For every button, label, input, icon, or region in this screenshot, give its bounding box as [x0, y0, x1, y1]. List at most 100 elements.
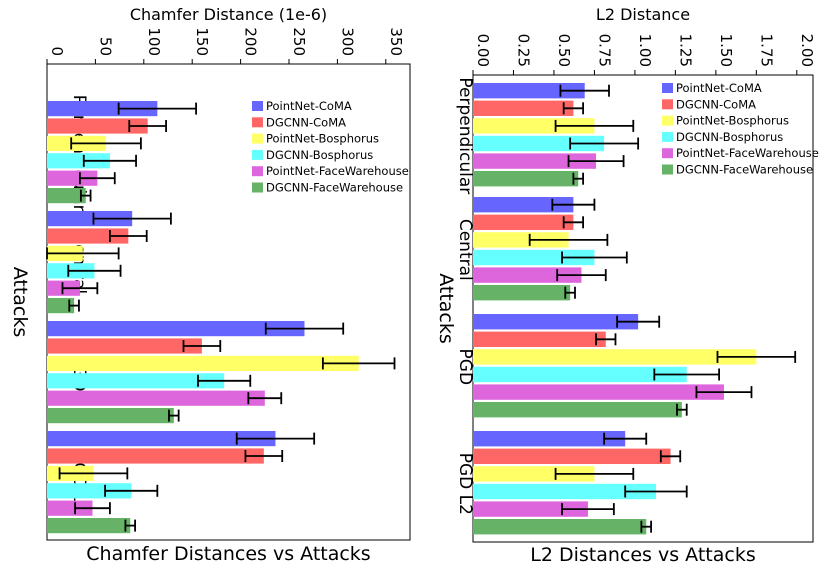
x-tick-label: 100	[145, 27, 163, 56]
bar-dgcnn-facewarehouse-pgd	[473, 402, 682, 418]
bar-dgcnn-facewarehouse-perpendicular	[47, 188, 86, 204]
x-tick-label: 50	[96, 37, 114, 56]
legend-entry-pointnet-facewarehouse: PointNet-FaceWarehouse	[266, 164, 409, 178]
legend-swatch-pointnet-bosphorus	[662, 115, 673, 126]
series-dgcnn-bosphorus	[473, 135, 720, 500]
bar-dgcnn-coma-pgd-l2	[47, 448, 264, 464]
series-dgcnn-bosphorus	[47, 153, 252, 499]
legend: PointNet-CoMA DGCNN-CoMA PointNet-Bosphoru…	[662, 81, 819, 177]
legend-swatch-dgcnn-coma	[662, 99, 673, 110]
bar-dgcnn-coma-pgd-l2	[473, 448, 671, 464]
bar-pointnet-bosphorus-pgd	[473, 349, 757, 365]
bar-dgcnn-coma-central	[473, 214, 574, 230]
bar-dgcnn-coma-perpendicular	[473, 100, 574, 116]
y-axis-label: Attacks	[435, 273, 457, 344]
category-label-pgd-l2: PGD L2	[455, 453, 475, 515]
legend-entry-pointnet-facewarehouse: PointNet-FaceWarehouse	[676, 146, 819, 160]
series-dgcnn-facewarehouse	[47, 188, 180, 534]
x-tick-label: 1.50	[717, 34, 735, 67]
x-tick-label: 150	[193, 27, 211, 56]
series-pointnet-coma	[47, 101, 345, 447]
chamfer-distance-panel: 0 50 100 150 200 250 300 350 Chamfer Distance (1…	[9, 5, 411, 565]
bar-dgcnn-coma-central	[47, 228, 129, 244]
category-label-perpendicular: Perpendicular	[455, 77, 475, 194]
bar-pointnet-facewarehouse-pgd	[47, 390, 265, 406]
bar-pointnet-coma-pgd	[47, 321, 305, 337]
x-tick-label: 0	[48, 46, 66, 56]
bar-pointnet-bosphorus-pgd-l2	[473, 466, 595, 482]
x-tick-label: 200	[242, 27, 260, 56]
legend-swatch-pointnet-coma	[662, 83, 673, 93]
series-dgcnn-coma	[473, 100, 682, 464]
legend-entry-pointnet-coma: PointNet-CoMA	[266, 99, 352, 113]
legend-entry-pointnet-bosphorus: PointNet-Bosphorus	[676, 114, 789, 128]
x-tick-label: 0.25	[514, 34, 532, 67]
l2-distance-panel: 0.00 0.25 0.50 0.75 1.00 1.25 1.50 1.75 2.00 L2 D…	[435, 5, 819, 566]
bar-dgcnn-bosphorus-pgd	[47, 373, 225, 389]
legend-swatch-pointnet-coma	[252, 101, 263, 111]
bar-pointnet-bosphorus-pgd	[47, 355, 359, 371]
bar-dgcnn-bosphorus-perpendicular	[47, 153, 110, 169]
legend-swatch-dgcnn-facewarehouse	[252, 182, 263, 193]
legend-swatch-dgcnn-coma	[252, 117, 263, 128]
bar-pointnet-coma-perpendicular	[47, 101, 158, 117]
bar-pointnet-coma-central	[473, 197, 574, 213]
x-tick-label: 0.75	[595, 34, 613, 67]
series-pointnet-facewarehouse	[47, 170, 283, 516]
bar-pointnet-bosphorus-perpendicular	[473, 118, 595, 134]
legend-swatch-dgcnn-facewarehouse	[662, 164, 673, 175]
bar-pointnet-coma-pgd-l2	[47, 431, 276, 447]
x-tick-label: 0.00	[474, 34, 492, 67]
bar-dgcnn-coma-pgd	[473, 331, 606, 347]
category-label-central: Central	[455, 219, 475, 281]
legend-entry-pointnet-bosphorus: PointNet-Bosphorus	[266, 132, 379, 146]
x-tick-label: 2.00	[798, 34, 816, 67]
bar-dgcnn-facewarehouse-pgd-l2	[47, 518, 131, 534]
x-tick-label: 1.75	[757, 34, 775, 67]
legend-entry-pointnet-coma: PointNet-CoMA	[676, 81, 762, 95]
chart-title: Chamfer Distance (1e-6)	[130, 5, 327, 24]
bar-dgcnn-facewarehouse-perpendicular	[473, 171, 579, 187]
legend-swatch-pointnet-facewarehouse	[252, 166, 263, 177]
series-pointnet-bosphorus	[473, 118, 797, 482]
legend-swatch-dgcnn-bosphorus	[662, 131, 673, 142]
series-dgcnn-facewarehouse	[473, 171, 688, 535]
bar-dgcnn-facewarehouse-pgd-l2	[473, 519, 647, 535]
x-tick-label: 350	[387, 27, 405, 56]
series-pointnet-facewarehouse	[473, 153, 753, 517]
bar-dgcnn-coma-pgd	[47, 338, 202, 354]
series-dgcnn-coma	[47, 118, 284, 464]
x-tick-label: 300	[338, 27, 356, 56]
bar-pointnet-coma-pgd-l2	[473, 431, 626, 447]
legend-swatch-pointnet-facewarehouse	[662, 148, 673, 159]
bar-dgcnn-bosphorus-pgd	[473, 366, 687, 383]
bar-dgcnn-bosphorus-pgd-l2	[473, 483, 656, 500]
bar-dgcnn-coma-perpendicular	[47, 118, 148, 134]
bar-dgcnn-facewarehouse-pgd	[47, 408, 174, 424]
legend-entry-dgcnn-facewarehouse: DGCNN-FaceWarehouse	[266, 181, 403, 195]
series-pointnet-coma	[473, 83, 661, 447]
legend-entry-dgcnn-facewarehouse: DGCNN-FaceWarehouse	[676, 163, 813, 177]
bar-dgcnn-bosphorus-pgd-l2	[47, 483, 132, 499]
x-tick-label: 0.50	[555, 34, 573, 67]
legend-entry-dgcnn-coma: DGCNN-CoMA	[676, 97, 756, 111]
legend-swatch-dgcnn-bosphorus	[252, 149, 263, 160]
legend-entry-dgcnn-coma: DGCNN-CoMA	[266, 115, 346, 129]
bar-pointnet-facewarehouse-pgd-l2	[47, 500, 93, 516]
x-tick-label: 1.00	[636, 34, 654, 67]
bar-pointnet-bosphorus-central	[473, 232, 569, 248]
x-tick-label: 1.25	[676, 34, 694, 67]
chart-caption: L2 Distances vs Attacks	[530, 544, 755, 566]
legend-entry-dgcnn-bosphorus: DGCNN-Bosphorus	[266, 148, 373, 162]
y-axis-label: Attacks	[9, 267, 31, 338]
bar-pointnet-facewarehouse-pgd	[473, 384, 724, 400]
bar-pointnet-facewarehouse-pgd-l2	[473, 501, 588, 517]
legend: PointNet-CoMA DGCNN-CoMA PointNet-Bosphoru…	[252, 99, 409, 195]
bar-pointnet-coma-perpendicular	[473, 83, 585, 99]
bar-pointnet-coma-central	[47, 211, 133, 227]
bar-pointnet-facewarehouse-perpendicular	[473, 153, 597, 169]
chart-title: L2 Distance	[596, 5, 690, 24]
bar-dgcnn-bosphorus-perpendicular	[473, 135, 605, 152]
bar-pointnet-facewarehouse-central	[473, 267, 582, 283]
category-label-pgd: PGD	[455, 349, 475, 386]
